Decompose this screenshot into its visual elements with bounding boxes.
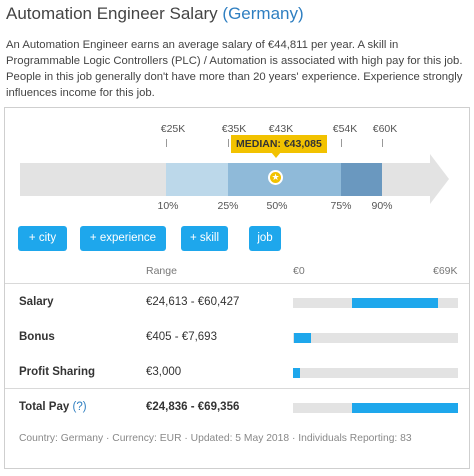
p75-tick bbox=[341, 139, 342, 147]
add-experience-button[interactable]: + experience bbox=[80, 226, 166, 251]
p10-value-label: €25K bbox=[160, 123, 186, 135]
page-title: Automation Engineer Salary (Germany) bbox=[6, 4, 304, 24]
job-button[interactable]: job bbox=[249, 226, 281, 251]
help-link[interactable]: (?) bbox=[72, 401, 87, 413]
p90-tick bbox=[382, 139, 383, 147]
total-divider bbox=[5, 388, 469, 389]
max-column-header: €69K bbox=[433, 265, 458, 277]
total-pay-bar-fill bbox=[352, 403, 458, 413]
p90-label: 90% bbox=[371, 200, 393, 212]
profit-sharing-bar-fill bbox=[293, 368, 301, 378]
profit-sharing-bar-track bbox=[293, 368, 458, 378]
total-pay-label: Total Pay (?) bbox=[19, 401, 87, 413]
p10-p25-segment bbox=[166, 163, 228, 196]
p90-value-label: €60K bbox=[372, 123, 398, 135]
range-arrow-head bbox=[430, 154, 449, 204]
report-footer: Country: Germany · Currency: EUR · Updat… bbox=[19, 433, 412, 444]
p25-p75-segment bbox=[228, 163, 341, 196]
job-title: Automation Engineer Salary bbox=[6, 4, 218, 23]
salary-label: Salary bbox=[19, 296, 54, 308]
median-label: MEDIAN: €43,085 bbox=[231, 135, 327, 153]
country-link[interactable]: (Germany) bbox=[222, 4, 304, 23]
add-city-button[interactable]: + city bbox=[18, 226, 67, 251]
salary-description: An Automation Engineer earns an average … bbox=[6, 39, 463, 99]
add-skill-button[interactable]: + skill bbox=[181, 226, 228, 251]
total-pay-text: Total Pay bbox=[19, 401, 70, 413]
p25-tick bbox=[228, 139, 229, 147]
p50-label: 50% bbox=[266, 200, 288, 212]
total-pay-bar-track bbox=[293, 403, 458, 413]
p10-label: 10% bbox=[157, 200, 179, 212]
p25-label: 25% bbox=[217, 200, 239, 212]
min-column-header: €0 bbox=[293, 265, 305, 277]
salary-card: €25K €35K €43K €54K €60K MEDIAN: €43,085… bbox=[4, 107, 470, 469]
profit-sharing-range: €3,000 bbox=[146, 366, 182, 378]
p25-value-label: €35K bbox=[221, 123, 247, 135]
salary-range: €24,613 - €60,427 bbox=[146, 296, 240, 308]
p10-tick bbox=[166, 139, 167, 147]
bonus-label: Bonus bbox=[19, 331, 55, 343]
salary-bar-fill bbox=[351, 298, 438, 308]
median-pointer bbox=[271, 152, 281, 158]
bonus-bar-fill bbox=[293, 333, 312, 343]
range-column-header: Range bbox=[146, 265, 177, 277]
bonus-bar-track bbox=[293, 333, 458, 343]
bonus-range: €405 - €7,693 bbox=[146, 331, 217, 343]
profit-sharing-label: Profit Sharing bbox=[19, 366, 96, 378]
table-divider bbox=[5, 283, 469, 284]
p75-label: 75% bbox=[330, 200, 352, 212]
star-icon: ★ bbox=[268, 170, 283, 185]
p75-value-label: €54K bbox=[332, 123, 358, 135]
p75-p90-segment bbox=[341, 163, 382, 196]
total-pay-range: €24,836 - €69,356 bbox=[146, 401, 240, 413]
p50-value-label: €43K bbox=[268, 123, 294, 135]
salary-bar-track bbox=[293, 298, 458, 308]
